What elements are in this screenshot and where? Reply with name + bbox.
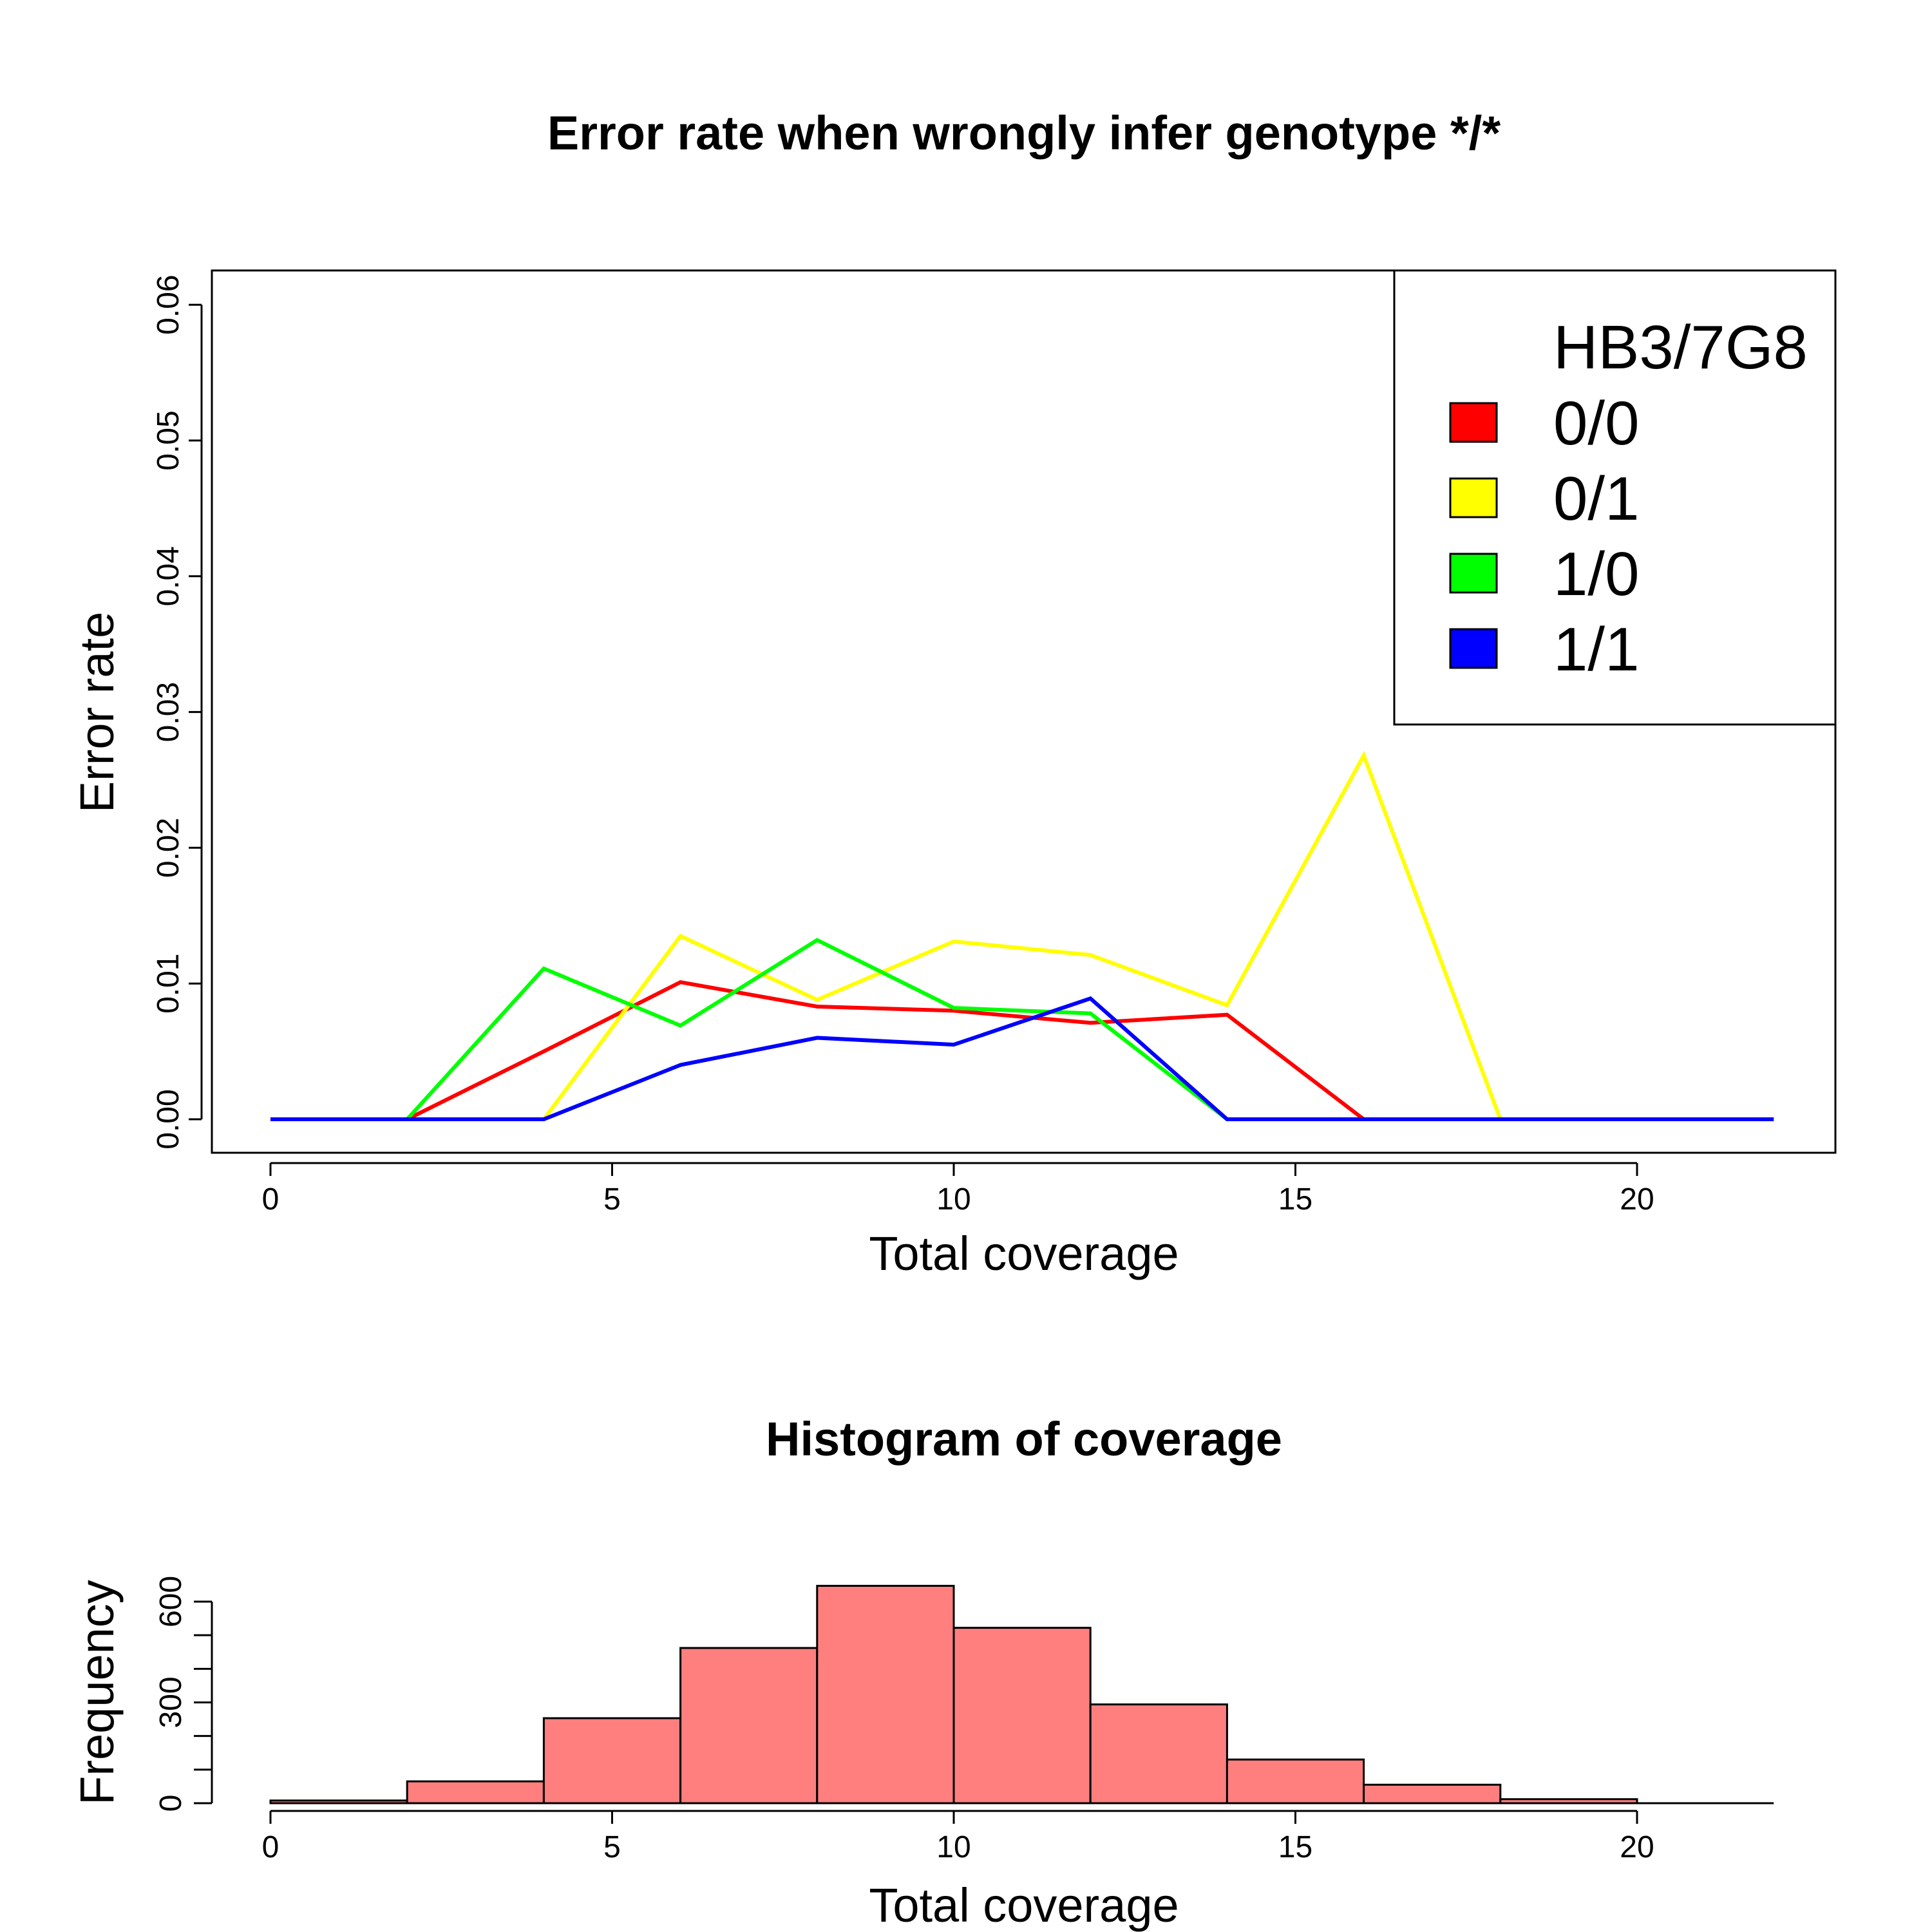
histogram-x-tick-label: 20 [1620,1830,1654,1864]
line-chart-x-tick-label: 20 [1620,1182,1654,1217]
histogram-bar [816,1584,955,1804]
histogram-plot-area: 0 5 10 15 20 0 300 600 [154,1576,1774,1864]
line-chart-y-tick-label: 0.05 [151,410,185,470]
line-chart-x-axis-label: Total coverage [869,1227,1179,1280]
histogram-bar [542,1717,682,1804]
line-chart-y-tick-label: 0.03 [151,682,185,742]
legend-label-1-0: 1/0 [1553,540,1639,609]
line-chart-title: Error rate when wrongly infer genotype *… [547,106,1501,160]
histogram-y-tick-label: 600 [154,1576,188,1627]
legend-label-0-0: 0/0 [1553,389,1639,458]
line-chart-plot-area: 0 5 10 15 20 0.00 0.01 0.02 0.03 0.04 0.05 0.06 HB3/… [151,269,1837,1217]
legend-title: HB3/7G8 [1553,313,1808,382]
histogram-bar [406,1780,545,1804]
histogram-panel: Histogram of coverage Total coverage Fre… [70,1412,1774,1932]
histogram-bar [952,1627,1092,1804]
line-chart-y-tick-label: 0.00 [151,1089,185,1149]
line-chart-panel: Error rate when wrongly infer genotype *… [70,106,1837,1280]
histogram-y-axis-label: Frequency [70,1580,124,1805]
histogram-x-tick-label: 10 [936,1830,971,1864]
histogram-bar [1089,1703,1228,1804]
legend-swatch-0-0 [1449,402,1498,443]
line-chart-y-tick-label: 0.06 [151,274,185,334]
histogram-title: Histogram of coverage [766,1412,1282,1466]
line-chart-y-axis-label: Error rate [70,612,124,813]
line-chart-x-tick-label: 5 [603,1182,621,1217]
histogram-bar [1226,1758,1365,1804]
line-chart-y-tick-label: 0.04 [151,546,185,606]
histogram-x-tick-label: 0 [262,1830,279,1864]
legend-label-1-1: 1/1 [1553,615,1639,684]
line-chart-y-tick-label: 0.01 [151,953,185,1013]
series-line-1-1 [270,996,1774,1121]
legend-label-0-1: 0/1 [1553,464,1639,533]
histogram-bar [679,1647,819,1804]
legend-swatch-1-0 [1449,553,1498,594]
line-chart-x-tick-label: 0 [262,1182,279,1217]
histogram-x-axis-label: Total coverage [869,1879,1179,1932]
line-chart-y-tick-label: 0.02 [151,818,185,878]
legend-swatch-1-1 [1449,628,1498,669]
line-chart-x-tick-label: 15 [1278,1182,1312,1217]
histogram-y-tick-label: 300 [154,1676,188,1728]
legend-swatch-0-1 [1449,477,1498,518]
histogram-bar [1363,1783,1502,1804]
line-chart-x-tick-label: 10 [936,1182,971,1217]
histogram-x-tick-label: 5 [603,1830,621,1864]
histogram-x-tick-label: 15 [1278,1830,1312,1864]
histogram-y-tick-label: 0 [154,1795,188,1812]
